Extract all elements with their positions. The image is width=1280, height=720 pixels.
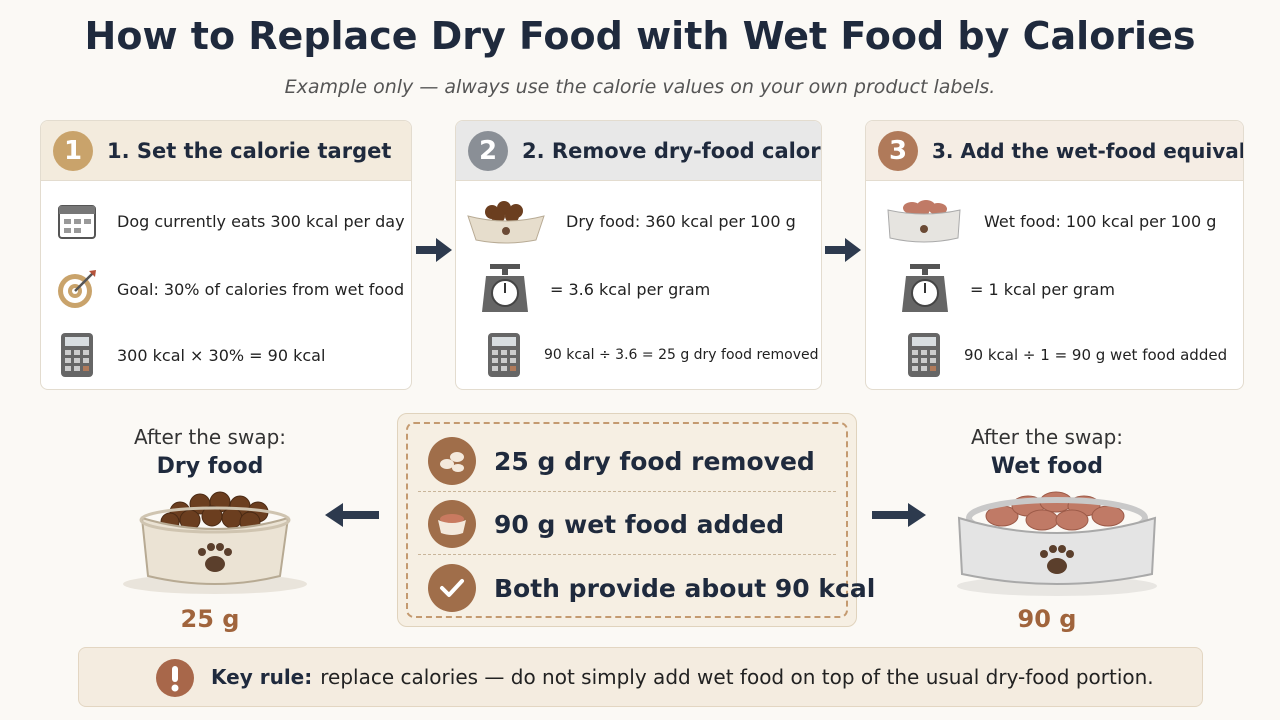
step-row: Dry food: 360 kcal per 100 g [464, 196, 813, 246]
step-title: 2. Remove dry-food calories [522, 138, 822, 163]
amount: 90 g [1017, 605, 1077, 633]
amount: 25 g [180, 605, 240, 633]
separator [418, 554, 836, 555]
step-card: 2 2. Remove dry-food calories Dry food: … [455, 120, 822, 390]
step-text: = 3.6 kcal per gram [550, 279, 711, 299]
caption: After the swap: [970, 425, 1124, 449]
summary-text: 25 g dry food removed [494, 446, 815, 476]
check-icon [428, 564, 476, 612]
step-card: 3 3. Add the wet-food equivalent Wet foo… [865, 120, 1244, 390]
step-number: 2 [468, 130, 508, 171]
calculator-icon [908, 333, 940, 377]
kibble-glyph [440, 452, 464, 472]
scale-icon [902, 264, 948, 312]
step-row: Goal: 30% of calories from wet food [55, 264, 405, 314]
arrow [416, 238, 452, 262]
food-label: Dry food [156, 454, 264, 479]
step-title: 1. Set the calorie target [107, 138, 392, 163]
dry-bowl-icon [467, 201, 545, 244]
scale-icon [482, 264, 528, 312]
kibble-icon [428, 437, 476, 485]
step-text: 90 kcal ÷ 1 = 90 g wet food added [964, 346, 1228, 364]
step-row: = 3.6 kcal per gram [478, 264, 813, 314]
food-label: Wet food [990, 454, 1104, 479]
summary-text: Both provide about 90 kcal [494, 573, 876, 603]
step-text: Goal: 30% of calories from wet food [117, 279, 405, 299]
key-rule: Key rule: replace calories — do not simp… [78, 647, 1203, 707]
check-glyph [440, 579, 464, 597]
step-header: 3 3. Add the wet-food equivalent [866, 121, 1243, 181]
subtitle: Example only — always use the calorie va… [284, 76, 996, 98]
key-rule-text: replace calories — do not simply add wet… [320, 665, 1154, 689]
step-number: 3 [878, 130, 918, 171]
step-title: 3. Add the wet-food equivalent [932, 138, 1244, 163]
step-card: 1 1. Set the calorie target Dog currentl… [40, 120, 412, 390]
summary-row: 90 g wet food added [428, 496, 784, 552]
step-text: 300 kcal × 30% = 90 kcal [117, 345, 326, 365]
step-text: Dog currently eats 300 kcal per day [117, 211, 405, 231]
step-number: 1 [53, 130, 93, 171]
key-rule-label: Key rule: [211, 665, 313, 689]
step-text: Wet food: 100 kcal per 100 g [984, 211, 1217, 231]
title: How to Replace Dry Food with Wet Food by… [84, 14, 1196, 58]
alert-icon [156, 659, 194, 697]
summary-text: 90 g wet food added [494, 509, 785, 539]
summary-row: Both provide about 90 kcal [428, 560, 875, 616]
summary-row: 25 g dry food removed [428, 433, 815, 489]
arrow [872, 503, 926, 527]
step-row: Wet food: 100 kcal per 100 g [882, 196, 1235, 246]
bowl-icon [428, 500, 476, 548]
calculator-icon [488, 333, 520, 377]
step-row: 300 kcal × 30% = 90 kcal [55, 330, 403, 380]
step-text: Dry food: 360 kcal per 100 g [566, 211, 796, 231]
bowl-glyph [438, 514, 466, 535]
step-header: 1 1. Set the calorie target [41, 121, 411, 181]
wet-bowl-icon [887, 200, 961, 243]
target-icon [58, 270, 96, 308]
step-row: Dog currently eats 300 kcal per day [55, 196, 405, 246]
wet-bowl [957, 491, 1157, 596]
arrow [825, 238, 861, 262]
caption: After the swap: [133, 425, 287, 449]
separator [418, 491, 836, 492]
summary-border [406, 422, 848, 618]
step-text: 90 kcal ÷ 3.6 = 25 g dry food removed [544, 347, 819, 363]
step-text: = 1 kcal per gram [970, 279, 1115, 299]
calculator-icon [61, 333, 93, 377]
step-row: 90 kcal ÷ 1 = 90 g wet food added [902, 330, 1235, 380]
dry-bowl [123, 491, 307, 594]
arrow [325, 503, 379, 527]
step-row: 90 kcal ÷ 3.6 = 25 g dry food removed [482, 330, 819, 380]
calendar-icon [58, 205, 96, 239]
step-header: 2 2. Remove dry-food calories [456, 121, 821, 181]
step-row: = 1 kcal per gram [898, 264, 1235, 314]
summary-box: 25 g dry food removed 90 g wet food adde… [397, 413, 875, 627]
